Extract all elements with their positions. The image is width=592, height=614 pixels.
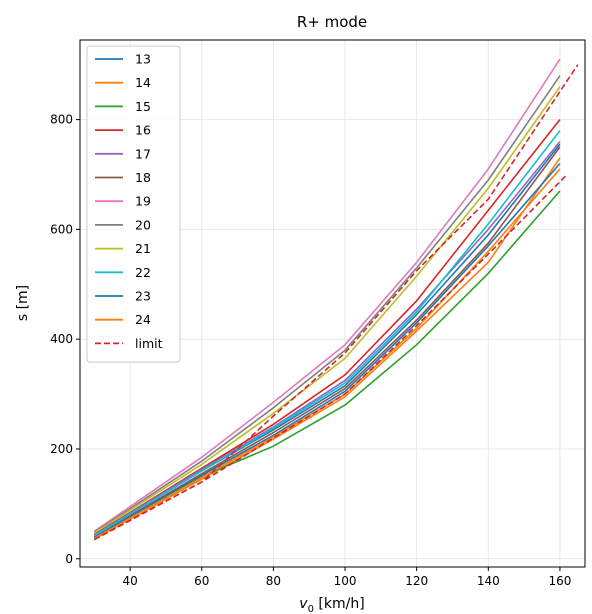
chart-title: R+ mode [297,13,367,31]
series-line-19 [93,58,561,532]
x-axis-label: v0 [km/h] [299,596,364,614]
legend-label: 18 [135,170,151,185]
y-tick-label: 200 [50,442,73,456]
x-tick-label: 100 [334,574,357,588]
series-line-16 [93,119,561,536]
x-axis: 40 60 80 100 120 140 160 [123,567,571,588]
legend-label: 24 [135,312,151,327]
legend-label: 20 [135,217,151,232]
legend-label: 22 [135,265,151,280]
x-tick-label: 60 [194,574,209,588]
x-tick-label: 80 [266,574,281,588]
x-tick-label: 140 [477,574,500,588]
series-line-17 [93,141,561,536]
legend-label: 14 [135,75,151,90]
series-line-23 [93,162,561,539]
legend-label: limit [135,336,163,351]
series-line-14 [93,157,561,540]
legend-label: 21 [135,241,151,256]
x-tick-label: 120 [405,574,428,588]
legend-label: 17 [135,146,151,161]
y-axis: 0 200 400 600 800 [50,113,80,566]
y-tick-label: 400 [50,332,73,346]
x-tick-label: 40 [123,574,138,588]
series-line-22 [93,130,561,537]
series-line-18 [93,146,561,538]
legend: 13 14 15 16 17 18 19 20 21 22 23 24 limit [86,45,181,363]
series-layer [93,58,579,541]
y-axis-label: s [m] [15,285,31,321]
legend-label: 19 [135,194,151,209]
series-line-limit-low [93,173,568,541]
y-tick-label: 0 [65,552,73,566]
y-tick-label: 800 [50,113,73,127]
legend-label: 15 [135,99,151,114]
plot-frame [79,39,586,568]
x-tick-label: 160 [548,574,571,588]
series-line-20 [93,75,561,534]
legend-label: 13 [135,52,151,67]
series-line-21 [93,86,561,534]
legend-label: 16 [135,123,151,138]
legend-label: 23 [135,289,151,304]
y-tick-label: 600 [50,222,73,236]
legend-box [86,45,181,363]
series-line-15 [93,190,561,539]
